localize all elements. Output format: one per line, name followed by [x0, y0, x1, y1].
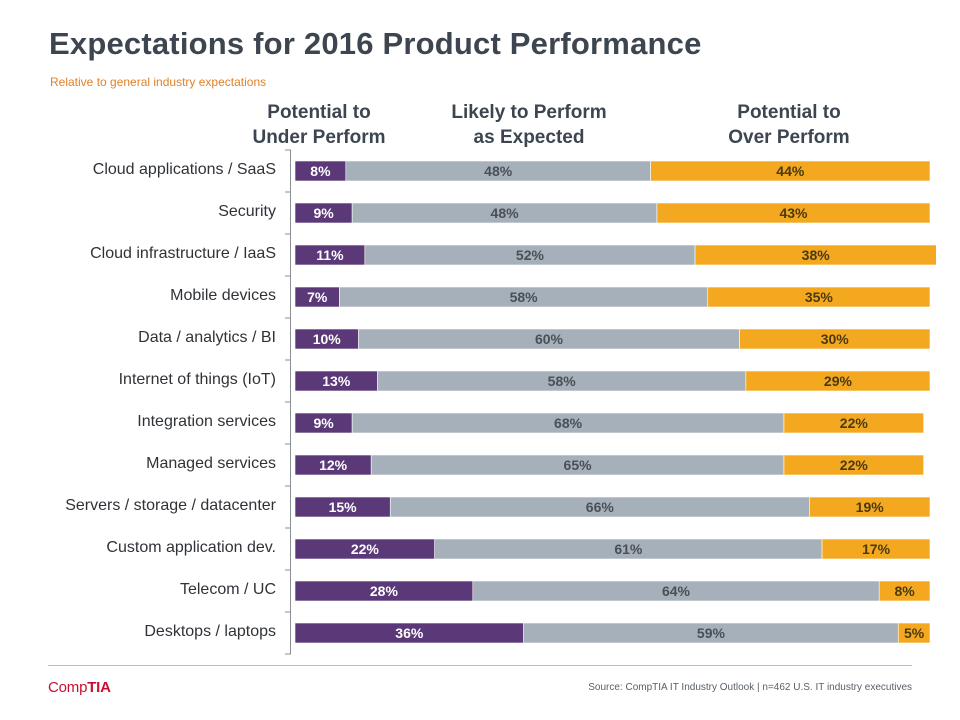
- category-label: Custom application dev.: [106, 539, 276, 556]
- data-label-under: 36%: [395, 625, 424, 641]
- data-label-expected: 61%: [614, 541, 643, 557]
- data-label-under: 7%: [307, 289, 328, 305]
- data-label-over: 43%: [779, 205, 808, 221]
- bar-segment-over: [745, 370, 931, 392]
- bar-segment-over: [650, 160, 931, 182]
- category-label: Internet of things (IoT): [118, 371, 276, 388]
- bar-segment-over: [694, 244, 937, 266]
- data-label-expected: 58%: [510, 289, 539, 305]
- column-header-expected: Likely to Perform as Expected: [419, 100, 639, 150]
- logo-text-suffix: TIA: [87, 679, 111, 696]
- data-label-expected: 59%: [697, 625, 726, 641]
- data-label-over: 38%: [802, 247, 831, 263]
- column-header-over-line2: Over Perform: [728, 127, 850, 148]
- data-label-under: 22%: [351, 541, 380, 557]
- data-label-expected: 68%: [554, 415, 583, 431]
- bar-segment-over: [739, 328, 931, 350]
- category-label: Data / analytics / BI: [138, 329, 276, 346]
- data-label-expected: 48%: [491, 205, 520, 221]
- chart-subtitle: Relative to general industry expectation…: [50, 75, 267, 89]
- data-label-under: 15%: [329, 499, 358, 515]
- chart-title: Expectations for 2016 Product Performanc…: [49, 26, 702, 61]
- column-header-expected-line2: as Expected: [473, 127, 585, 148]
- bar-segment-over: [809, 496, 931, 518]
- column-header-over: Potential to Over Perform: [679, 100, 899, 150]
- data-label-over: 19%: [856, 499, 885, 515]
- data-label-expected: 60%: [535, 331, 564, 347]
- data-label-under: 28%: [370, 583, 399, 599]
- bar-segment-over: [783, 454, 924, 476]
- column-header-expected-line1: Likely to Perform: [451, 102, 607, 123]
- bar-segment-over: [821, 538, 931, 560]
- data-label-over: 44%: [776, 163, 805, 179]
- source-note: Source: CompTIA IT Industry Outlook | n=…: [588, 682, 912, 693]
- category-label: Telecom / UC: [179, 581, 276, 598]
- data-label-under: 9%: [313, 415, 334, 431]
- footer-divider: [48, 665, 912, 666]
- data-label-under: 13%: [322, 373, 351, 389]
- data-label-over: 8%: [894, 583, 915, 599]
- category-label: Cloud applications / SaaS: [92, 161, 276, 178]
- category-label: Servers / storage / datacenter: [65, 497, 276, 514]
- bar-segment-over: [707, 286, 931, 308]
- category-label: Mobile devices: [170, 287, 276, 304]
- bar-segment-over: [656, 202, 931, 224]
- data-label-expected: 64%: [662, 583, 691, 599]
- data-label-under: 9%: [313, 205, 334, 221]
- category-label: Desktops / laptops: [144, 623, 276, 640]
- data-label-expected: 58%: [548, 373, 577, 389]
- column-header-under: Potential to Under Perform: [209, 100, 429, 150]
- data-label-under: 12%: [319, 457, 348, 473]
- data-label-expected: 52%: [516, 247, 545, 263]
- data-label-over: 22%: [840, 457, 869, 473]
- column-header-under-line2: Under Perform: [252, 127, 386, 148]
- data-label-over: 35%: [805, 289, 834, 305]
- data-label-over: 30%: [821, 331, 850, 347]
- bar-segment-over: [878, 580, 931, 602]
- column-header-over-line1: Potential to: [737, 102, 841, 123]
- data-label-over: 17%: [862, 541, 891, 557]
- data-label-under: 10%: [313, 331, 342, 347]
- comptia-logo: CompTIA: [48, 679, 111, 696]
- logo-text-prefix: Comp: [48, 679, 88, 696]
- data-label-over: 22%: [840, 415, 869, 431]
- bar-segment-over: [783, 412, 924, 434]
- data-label-expected: 48%: [484, 163, 513, 179]
- bar-segment-over: [897, 622, 931, 644]
- data-label-under: 8%: [310, 163, 331, 179]
- data-label-over: 29%: [824, 373, 853, 389]
- category-label: Managed services: [146, 455, 276, 472]
- column-header-under-line1: Potential to: [267, 102, 371, 123]
- category-label: Security: [218, 203, 276, 220]
- category-label: Integration services: [137, 413, 276, 430]
- data-label-over: 5%: [904, 625, 925, 641]
- category-label: Cloud infrastructure / IaaS: [90, 245, 276, 262]
- data-label-expected: 66%: [586, 499, 615, 515]
- data-label-expected: 65%: [564, 457, 593, 473]
- data-label-under: 11%: [316, 247, 344, 263]
